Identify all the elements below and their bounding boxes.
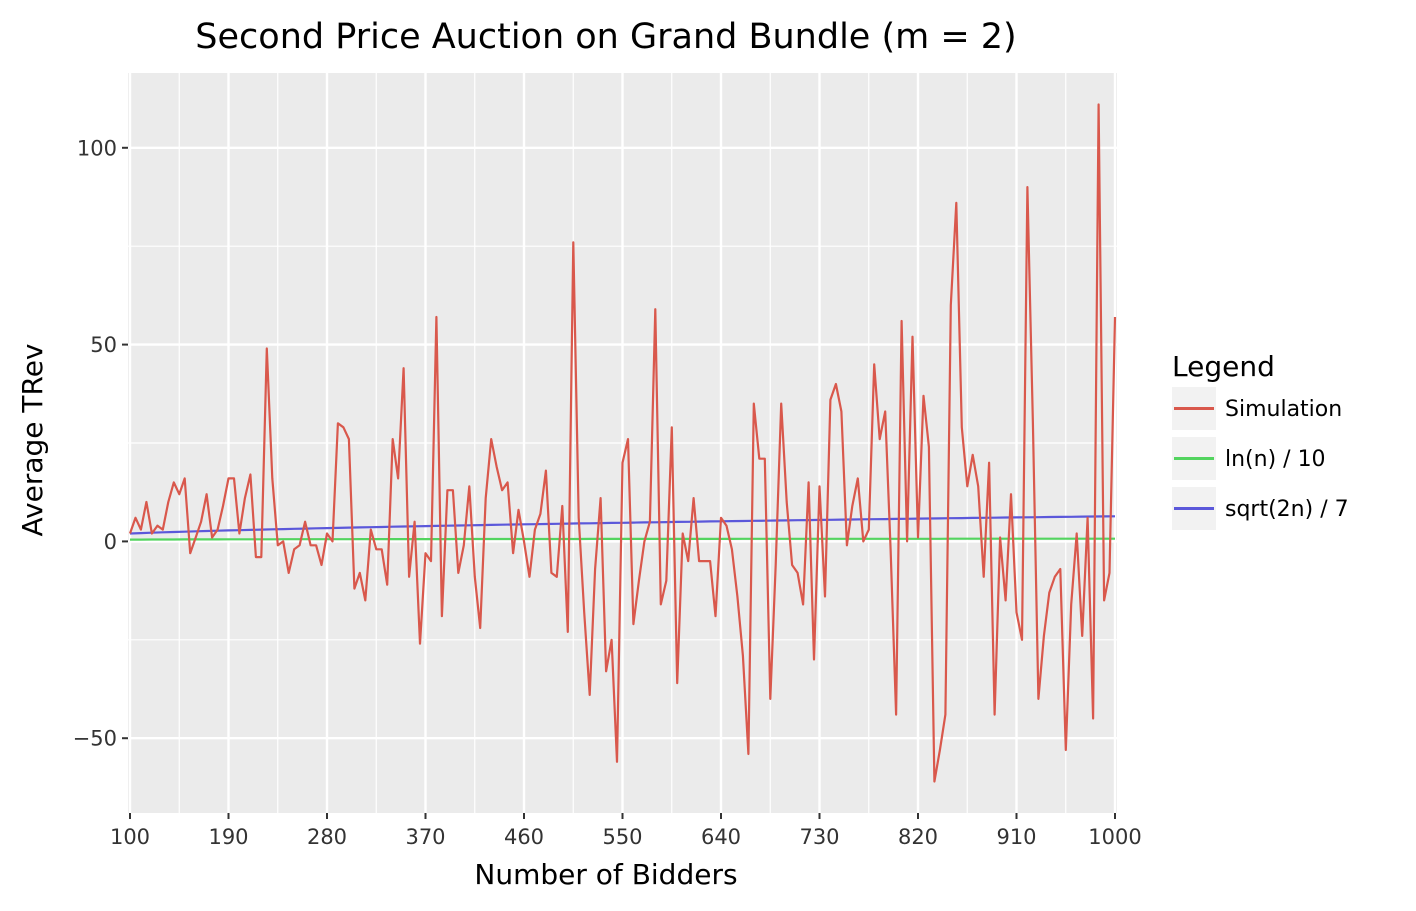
chart-title: Second Price Auction on Grand Bundle (m … <box>195 17 1016 57</box>
y-tick-label: −50 <box>73 727 117 751</box>
x-axis: 100 190 280 370 460 550 640 730 820 910 1000 <box>110 813 1142 849</box>
legend-label: sqrt(2n) / 7 <box>1225 497 1349 522</box>
x-tick-label: 370 <box>405 825 445 849</box>
x-tick-label: 280 <box>307 825 347 849</box>
x-axis-label: Number of Bidders <box>474 858 737 891</box>
legend-label: ln(n) / 10 <box>1225 447 1326 472</box>
x-tick-label: 640 <box>701 825 741 849</box>
x-tick-label: 730 <box>799 825 839 849</box>
series-lines <box>128 103 1117 783</box>
legend-title: Legend <box>1172 350 1275 383</box>
legend: Legend Simulation ln(n) / 10 sqrt(2n) / 7 <box>1172 350 1349 530</box>
y-tick-label: 50 <box>90 333 117 357</box>
x-tick-label: 1000 <box>1088 825 1141 849</box>
legend-label: Simulation <box>1225 397 1342 422</box>
y-axis-label: Average TRev <box>16 344 49 537</box>
major-gridlines <box>128 73 1117 813</box>
y-axis: −50 0 50 100 <box>73 136 128 751</box>
y-tick-label: 0 <box>104 530 117 554</box>
series-line-2 <box>130 537 1115 541</box>
x-tick-label: 100 <box>110 825 150 849</box>
series-line-3 <box>129 515 1116 535</box>
x-tick-label: 820 <box>898 825 938 849</box>
x-tick-label: 910 <box>996 825 1036 849</box>
x-tick-label: 190 <box>208 825 248 849</box>
x-tick-label: 550 <box>602 825 642 849</box>
y-tick-label: 100 <box>77 136 117 160</box>
series-line-1 <box>128 103 1117 783</box>
x-tick-label: 460 <box>504 825 544 849</box>
